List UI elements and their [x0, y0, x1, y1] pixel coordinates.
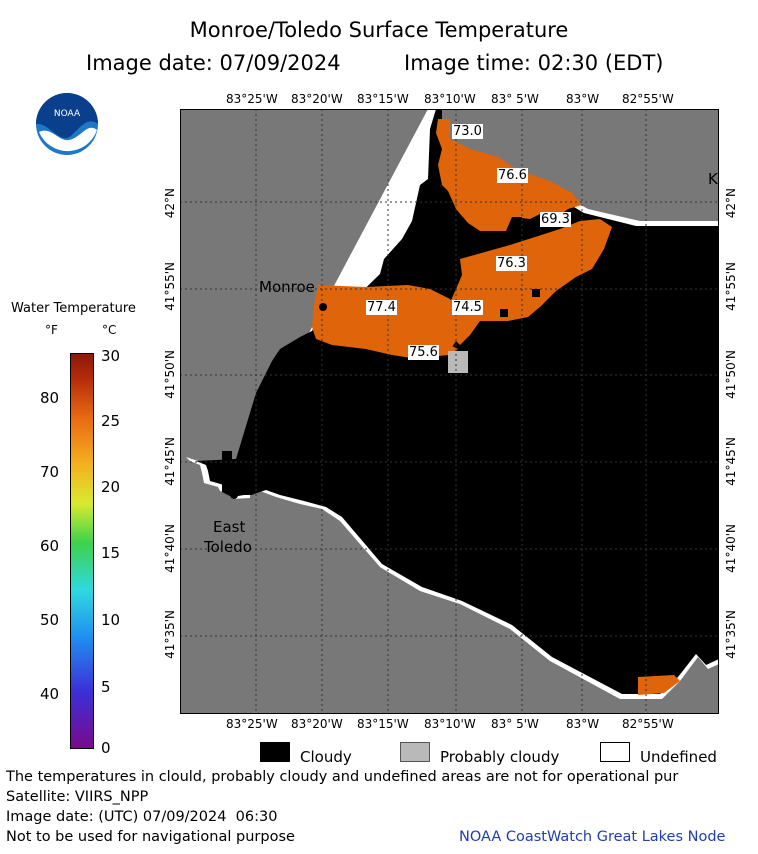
colorbar-f-tick: 50 — [40, 611, 60, 629]
bottom-tick: 83° 5'W — [491, 717, 539, 731]
footer-utc-date: Image date: (UTC) 07/09/2024 06:30 — [6, 809, 278, 825]
colorbar-c-tick: 5 — [101, 678, 111, 696]
right-tick: 41°55'N — [724, 262, 738, 311]
noaa-logo: NOAA — [36, 93, 98, 155]
cloud-area-west — [222, 219, 442, 497]
bottom-tick: 83°10'W — [424, 717, 476, 731]
footer-satellite: Satellite: VIIRS_NPP — [6, 789, 149, 805]
colorbar-c-tick: 20 — [101, 478, 121, 496]
bottom-tick: 83°25'W — [226, 717, 278, 731]
warm-water-southeast — [638, 675, 680, 695]
map-panel — [180, 109, 719, 714]
right-tick: 42°N — [724, 188, 738, 219]
legend-swatch-cloudy — [260, 742, 290, 762]
top-tick: 83°25'W — [226, 92, 278, 106]
colorbar-c-tick: 0 — [101, 739, 111, 757]
colorbar-f-tick: 80 — [40, 389, 60, 407]
footer-disclaimer: The temperatures in clould, probably clo… — [6, 769, 679, 785]
right-tick: 41°35'N — [724, 610, 738, 659]
top-tick: 83°W — [566, 92, 600, 106]
cloud-speck — [512, 217, 522, 237]
temperature-label: 74.5 — [452, 300, 483, 315]
colorbar-f-tick: 40 — [40, 685, 60, 703]
cloud-speck — [532, 289, 540, 297]
temperature-label: 73.0 — [452, 124, 483, 139]
temperature-label: 76.3 — [496, 256, 527, 271]
colorbar-title: Water Temperature — [11, 301, 136, 316]
top-tick: 83°10'W — [424, 92, 476, 106]
noaa-logo-text: NOAA — [54, 109, 81, 119]
left-tick: 42°N — [163, 188, 177, 219]
monroe-marker — [319, 303, 327, 311]
colorbar-c-tick: 10 — [101, 611, 121, 629]
colorbar — [70, 353, 94, 749]
east-toledo-marker — [230, 491, 238, 499]
bottom-tick: 83°15'W — [357, 717, 409, 731]
bottom-tick: 83°W — [566, 717, 600, 731]
place-east-toledo: East — [213, 518, 246, 536]
legend-label-cloudy: Cloudy — [300, 748, 352, 766]
footer-credit: NOAA CoastWatch Great Lakes Node — [459, 829, 726, 845]
colorbar-c-tick: 25 — [101, 412, 121, 430]
right-tick: 41°50'N — [724, 350, 738, 399]
left-tick: 41°40'N — [163, 524, 177, 573]
left-tick: 41°45'N — [163, 437, 177, 486]
bottom-tick: 82°55'W — [622, 717, 674, 731]
legend-swatch-probably-cloudy — [400, 742, 430, 762]
place-monroe: Monroe — [259, 278, 315, 296]
place-edge-label: K — [708, 170, 718, 188]
colorbar-f-tick: 70 — [40, 463, 60, 481]
colorbar-f-tick: 60 — [40, 537, 60, 555]
map-frame — [180, 109, 719, 714]
probably-cloudy-area — [448, 351, 468, 373]
image-time: Image time: 02:30 (EDT) — [404, 51, 664, 75]
top-tick: 83°15'W — [357, 92, 409, 106]
top-tick: 83°20'W — [291, 92, 343, 106]
left-tick: 41°50'N — [163, 350, 177, 399]
footer-navigation-note: Not to be used for navigational purpose — [6, 829, 295, 845]
cloud-speck — [500, 309, 508, 317]
image-date: Image date: 07/09/2024 — [86, 51, 341, 75]
temperature-label: 76.6 — [497, 168, 528, 183]
legend-label-undefined: Undefined — [640, 748, 717, 766]
temperature-label: 75.6 — [408, 345, 439, 360]
bottom-tick: 83°20'W — [291, 717, 343, 731]
colorbar-unit-c: °C — [102, 323, 117, 337]
place-east-toledo: Toledo — [204, 538, 252, 556]
right-tick: 41°45'N — [724, 437, 738, 486]
legend-swatch-undefined — [600, 742, 630, 762]
colorbar-unit-f: °F — [45, 323, 58, 337]
graticule — [180, 109, 719, 714]
legend-label-probably-cloudy: Probably cloudy — [440, 748, 560, 766]
top-tick: 83° 5'W — [491, 92, 539, 106]
warm-water-central — [442, 219, 612, 345]
colorbar-c-tick: 15 — [101, 544, 121, 562]
page-title: Monroe/Toledo Surface Temperature — [189, 18, 569, 42]
temperature-label: 69.3 — [540, 212, 571, 227]
left-tick: 41°55'N — [163, 262, 177, 311]
left-tick: 41°35'N — [163, 610, 177, 659]
right-tick: 41°40'N — [724, 524, 738, 573]
colorbar-c-tick: 30 — [101, 347, 121, 365]
temperature-label: 77.4 — [366, 300, 397, 315]
top-tick: 82°55'W — [622, 92, 674, 106]
